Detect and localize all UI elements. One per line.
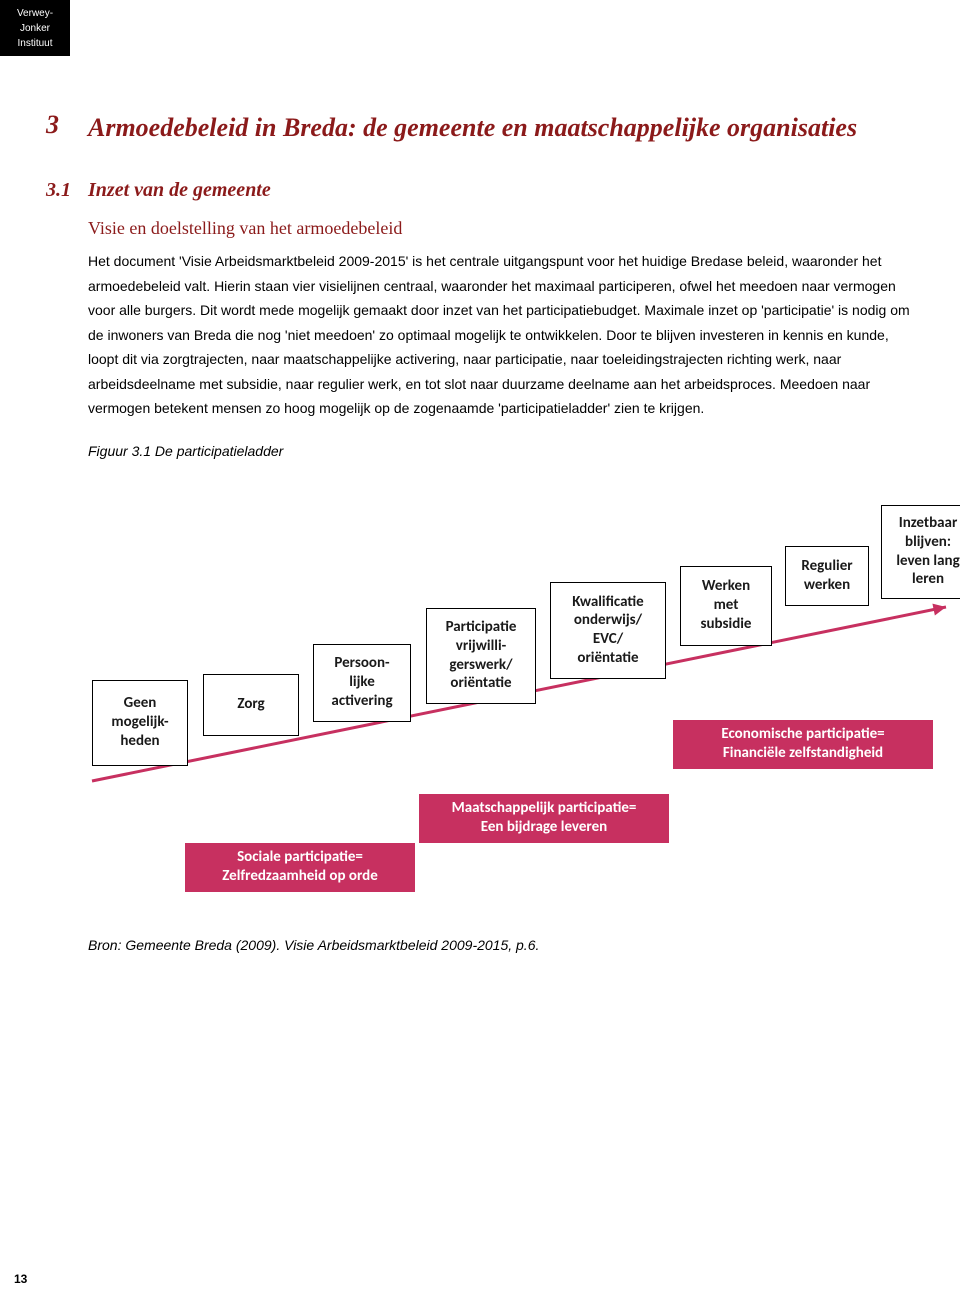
section-heading: 3.1 Inzet van de gemeente — [46, 179, 920, 202]
badge-line: Jonker — [0, 21, 70, 36]
subheading: Visie en doelstelling van het armoedebel… — [88, 218, 920, 239]
section-title: Inzet van de gemeente — [88, 179, 271, 202]
section-body-wrapper: Visie en doelstelling van het armoedebel… — [88, 218, 920, 953]
ladder-phase: Sociale participatie= Zelfredzaamheid op… — [184, 842, 416, 893]
figure-caption: Figuur 3.1 De participatieladder — [88, 443, 920, 459]
ladder-step: Kwalificatie onderwijs/ EVC/ oriëntatie — [550, 582, 666, 679]
ladder-phase: Economische participatie= Financiële zel… — [672, 719, 934, 770]
chapter-number: 3 — [46, 110, 88, 140]
section-number: 3.1 — [46, 179, 88, 202]
badge-line: Verwey- — [0, 6, 70, 21]
chapter-heading: 3 Armoedebeleid in Breda: de gemeente en… — [46, 110, 920, 145]
badge-line: Instituut — [0, 36, 70, 51]
figure-source: Bron: Gemeente Breda (2009). Visie Arbei… — [88, 937, 920, 953]
institute-badge: Verwey- Jonker Instituut — [0, 0, 70, 56]
participation-ladder-figure: Geen mogelijk- hedenZorgPersoon- lijke a… — [88, 479, 958, 909]
ladder-step: Geen mogelijk- heden — [92, 680, 188, 766]
body-paragraph: Het document 'Visie Arbeidsmarktbeleid 2… — [88, 249, 920, 421]
ladder-step: Inzetbaar blijven: leven lang leren — [881, 505, 960, 599]
ladder-step: Zorg — [203, 674, 299, 736]
page-content: 3 Armoedebeleid in Breda: de gemeente en… — [46, 110, 920, 953]
ladder-step: Participatie vrijwilli- gerswerk/ oriënt… — [426, 608, 536, 704]
ladder-step: Persoon- lijke activering — [313, 644, 411, 722]
ladder-phase: Maatschappelijk participatie= Een bijdra… — [418, 793, 670, 844]
chapter-title: Armoedebeleid in Breda: de gemeente en m… — [88, 110, 857, 145]
page-number: 13 — [14, 1272, 27, 1286]
ladder-step: Regulier werken — [785, 546, 869, 606]
ladder-step: Werken met subsidie — [680, 566, 772, 646]
